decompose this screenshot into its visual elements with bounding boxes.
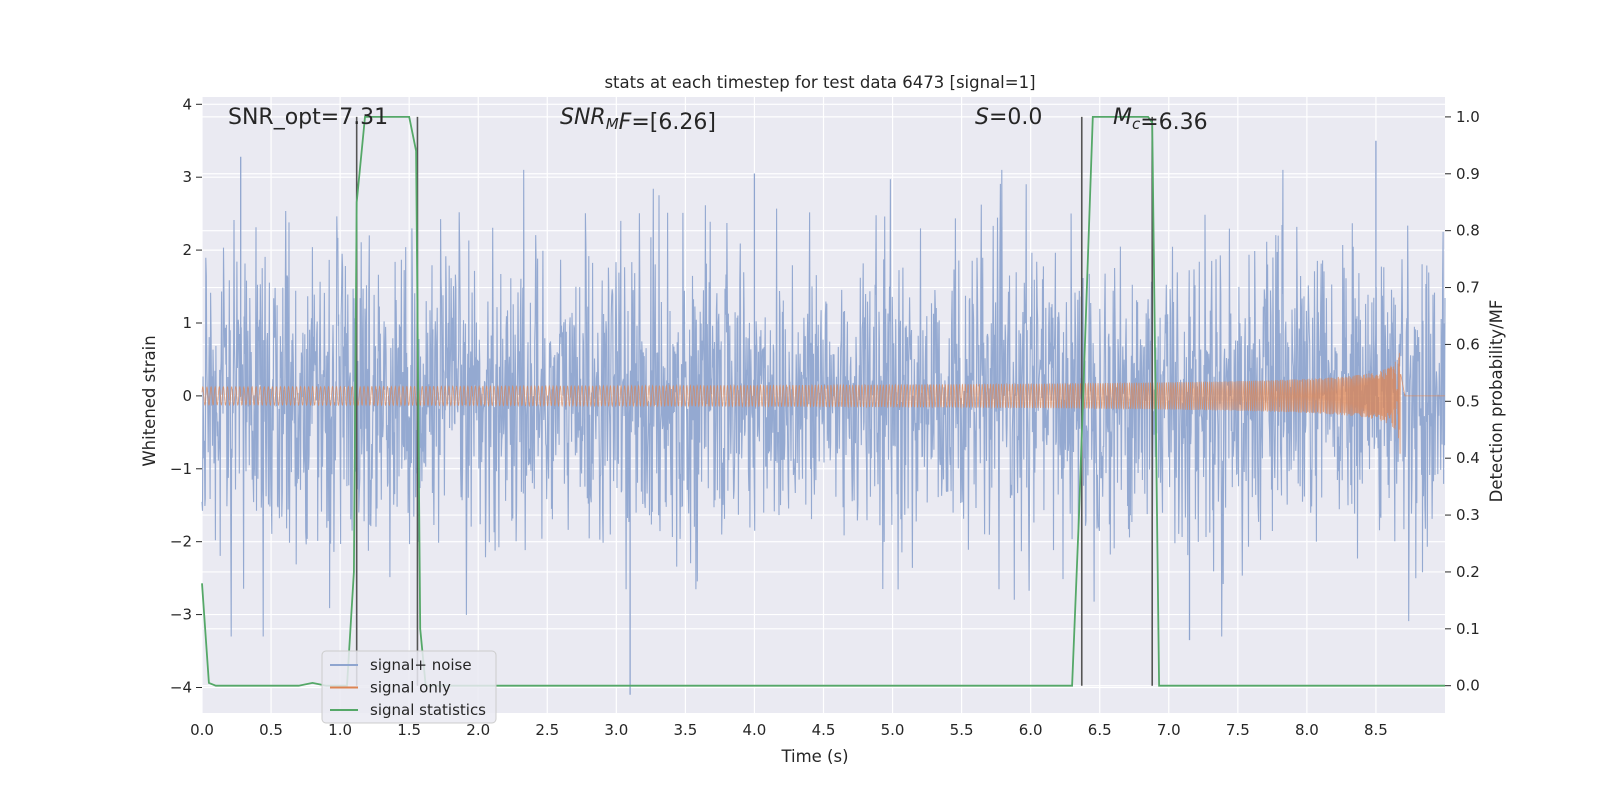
y-left-tick-label: 1 [182,314,192,332]
legend-label: signal only [370,679,451,697]
annotation-text: SNRMF=[6.26] [560,105,716,135]
y-right-tick-label: 0.9 [1456,165,1480,183]
annotation-part: c [1132,115,1141,133]
x-tick-label: 5.5 [950,721,974,739]
x-tick-label: 7.5 [1226,721,1250,739]
legend-box [321,650,497,724]
y-left-tick-label: −3 [170,606,192,624]
annotation-part: M [1113,105,1132,130]
y-right-tick-label: 0.2 [1456,563,1480,581]
y-axis-right-title: Detection probability/MF [1487,300,1506,503]
y-right-tick-label: 0.1 [1456,620,1480,638]
y-left-tick-label: 4 [182,95,192,113]
annotation-part: SNR_opt=7.31 [228,105,388,130]
x-tick-label: 2.5 [535,721,559,739]
legend-label: signal statistics [370,701,486,719]
y-right-tick-label: 0.8 [1456,222,1480,240]
y-right-tick-label: 0.7 [1456,279,1480,297]
y-right-tick-label: 0.0 [1456,677,1480,695]
annotation-text: SNR_opt=7.31 [228,105,388,130]
annotations: SNR_opt=7.31 SNRMF=[6.26] S=0.0 Mc=6.36 [228,105,1208,135]
annotation-text: Mc=6.36 [1113,105,1208,135]
x-tick-label: 5.0 [881,721,905,739]
y-right-tick-label: 0.5 [1456,392,1480,410]
x-tick-label: 0.0 [190,721,214,739]
x-tick-label: 8.0 [1295,721,1319,739]
annotation-part: =[6.26] [631,110,716,135]
y-axis-left: −4 −3 −2 −1 0 1 2 3 4 [170,95,202,696]
y-left-tick-label: −2 [170,533,192,551]
y-right-tick-label: 0.3 [1456,506,1480,524]
x-tick-label: 4.5 [812,721,836,739]
signal-only-series [201,352,1445,454]
signal-only-line [201,352,1445,454]
y-axis-left-title: Whitened strain [140,335,159,466]
x-tick-label: 3.0 [604,721,628,739]
x-tick-label: 1.0 [328,721,352,739]
annotation-part: SNR [560,105,606,130]
x-tick-label: 6.5 [1088,721,1112,739]
signal-statistics-series [201,116,1445,687]
annotation-part: =6.36 [1140,110,1207,135]
x-tick-label: 1.5 [397,721,421,739]
legend-label: signal+ noise [370,656,472,674]
x-tick-label: 3.5 [673,721,697,739]
x-tick-label: 8.5 [1364,721,1388,739]
y-right-tick-label: 0.4 [1456,449,1480,467]
y-left-tick-label: −4 [170,678,192,696]
y-left-tick-label: −1 [170,460,192,478]
annotation-part: =0.0 [989,105,1042,130]
x-tick-label: 7.0 [1157,721,1181,739]
y-right-tick-label: 0.6 [1456,335,1480,353]
annotation-text: S=0.0 [975,105,1042,130]
y-left-tick-label: 2 [182,241,192,259]
x-tick-label: 2.0 [466,721,490,739]
x-tick-label: 4.0 [743,721,767,739]
y-left-tick-label: 3 [182,168,192,186]
annotation-part: S [975,105,989,130]
x-tick-label: 6.0 [1019,721,1043,739]
annotation-part: F [619,110,632,135]
y-right-tick-label: 1.0 [1456,108,1480,126]
y-left-tick-label: 0 [182,387,192,405]
x-axis: 0.0 0.5 1.0 1.5 2.0 2.5 3.0 3.5 4.0 4.5 5.0 5.5 6.0 6… [190,721,1388,739]
x-axis-title: Time (s) [780,747,848,766]
y-axis-right: 0.0 0.1 0.2 0.3 0.4 0.5 0.6 0.7 0.8 0.9 1.0 [1445,108,1480,695]
annotation-part: M [606,115,619,133]
x-tick-label: 0.5 [259,721,283,739]
signal-statistics-line [201,116,1445,687]
legend[interactable]: signal+ noise signal only signal statistic… [321,650,497,724]
chart-title: stats at each timestep for test data 647… [604,73,1035,92]
